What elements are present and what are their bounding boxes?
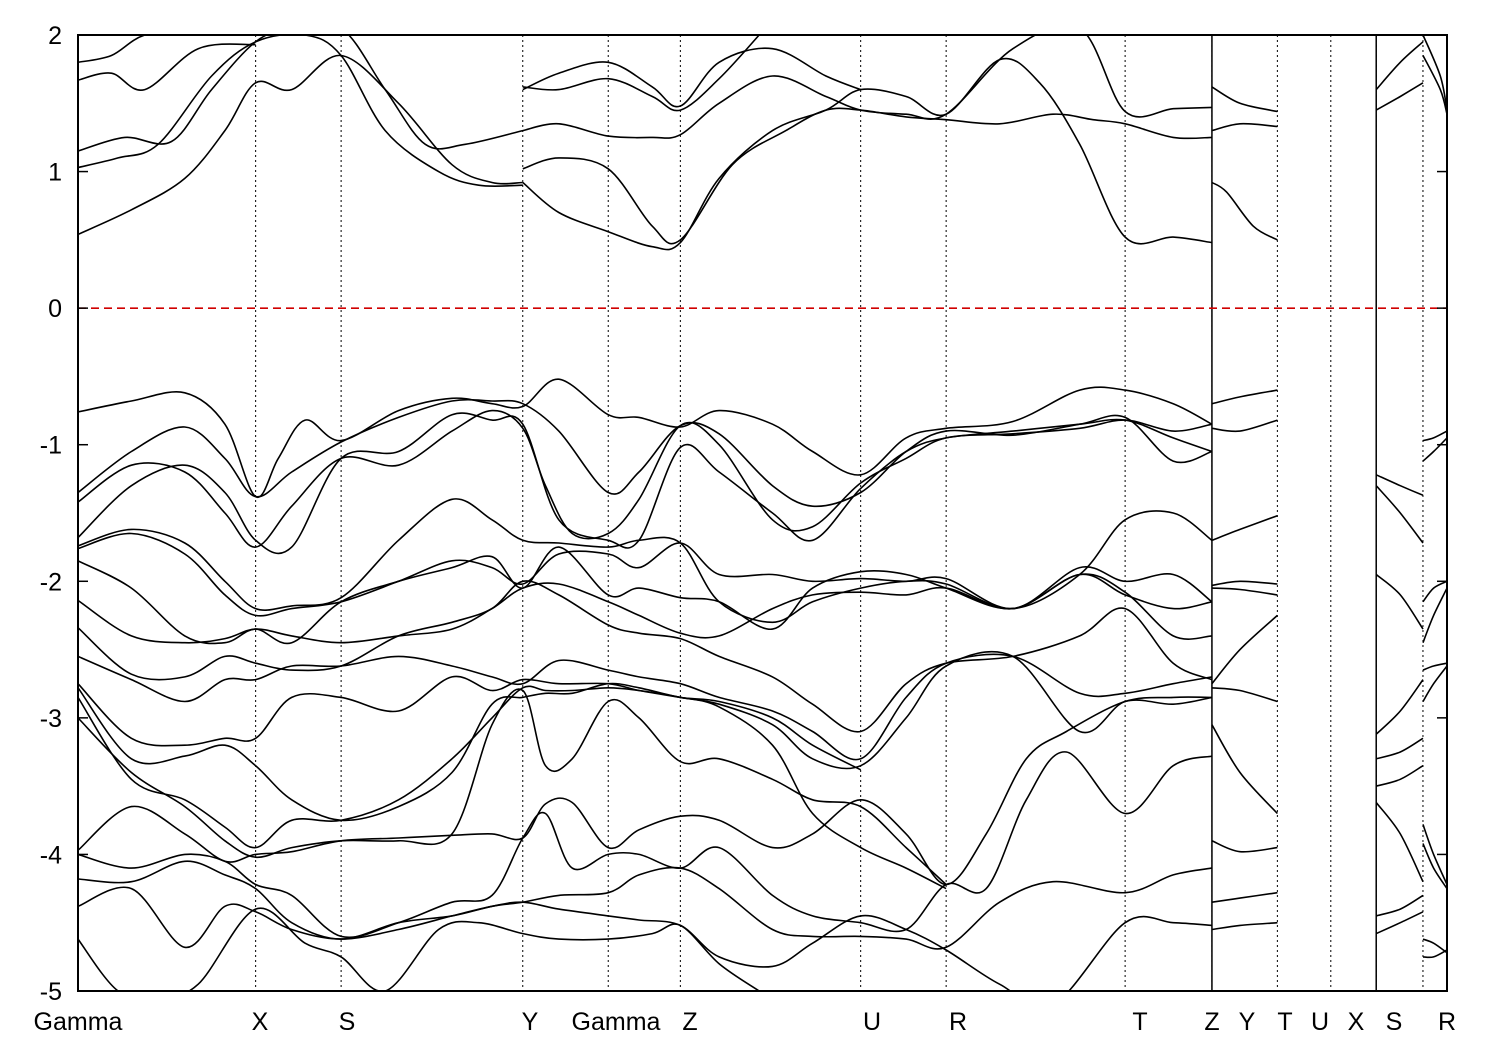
x-kpoint-label: R xyxy=(1438,1008,1456,1036)
x-kpoint-label: Z xyxy=(1204,1008,1219,1036)
band-line xyxy=(1375,911,1424,935)
y-tick-label: 2 xyxy=(48,22,62,50)
band-line xyxy=(78,696,1212,886)
band-line xyxy=(78,398,1213,508)
band-line xyxy=(1211,419,1278,433)
band-line xyxy=(78,907,760,991)
band-line xyxy=(78,409,1213,548)
x-kpoint-label: Y xyxy=(522,1008,539,1036)
band-line xyxy=(78,378,1213,498)
band-line xyxy=(78,35,256,64)
band-line xyxy=(1211,724,1278,815)
x-kpoint-label: T xyxy=(1277,1008,1292,1036)
x-kpoint-label: X xyxy=(1348,1008,1365,1036)
band-line xyxy=(1211,687,1278,703)
band-line xyxy=(522,35,1212,139)
y-tick-label: 0 xyxy=(48,295,62,323)
band-line xyxy=(1422,437,1447,462)
band-line xyxy=(78,751,1213,939)
x-kpoint-label: S xyxy=(339,1008,356,1036)
band-line xyxy=(78,688,947,886)
band-line xyxy=(522,47,861,108)
y-tick-label: -3 xyxy=(40,705,62,733)
band-line xyxy=(522,35,760,112)
band-line xyxy=(78,54,523,236)
band-lines xyxy=(78,35,1447,991)
band-line xyxy=(1211,389,1278,405)
band-line xyxy=(78,412,1213,555)
band-line xyxy=(1375,82,1424,111)
y-tick-label: -5 xyxy=(40,978,62,1006)
band-line xyxy=(1422,662,1447,671)
x-kpoint-label: T xyxy=(1132,1008,1147,1036)
band-line xyxy=(1211,514,1278,542)
band-line xyxy=(1375,802,1424,883)
band-line xyxy=(1375,737,1424,760)
band-line xyxy=(78,685,947,890)
band-line xyxy=(1211,840,1278,853)
x-axis: Gamma X S Y Gamma Z U R T Z Y T U X S R xyxy=(34,1008,1456,1036)
band-line xyxy=(1375,679,1424,735)
band-line xyxy=(522,57,1213,251)
band-line xyxy=(78,498,1213,624)
band-line xyxy=(1422,430,1447,442)
y-axis: 2 1 0 -1 -2 -3 -4 -5 xyxy=(40,22,1447,1006)
band-line xyxy=(1211,181,1278,241)
band-line xyxy=(1422,580,1447,603)
y-tick-label: -4 xyxy=(40,841,62,869)
band-line xyxy=(78,860,1213,950)
band-line xyxy=(1211,921,1278,931)
plot-frame xyxy=(77,34,1448,992)
band-line xyxy=(78,650,1213,770)
band-line xyxy=(1422,665,1447,702)
band-line xyxy=(1422,587,1447,643)
band-line xyxy=(78,886,1212,991)
band-line xyxy=(1211,122,1278,132)
band-line xyxy=(1422,824,1447,885)
band-line xyxy=(1375,573,1424,630)
x-kpoint-label: Y xyxy=(1239,1008,1256,1036)
band-line xyxy=(78,573,1213,644)
band-line xyxy=(1375,894,1424,917)
x-kpoint-label: Z xyxy=(682,1008,697,1036)
band-line xyxy=(1422,949,1447,959)
band-line xyxy=(1375,485,1424,544)
band-line xyxy=(1375,765,1424,787)
band-line xyxy=(1422,843,1447,890)
band-line xyxy=(1211,614,1278,685)
x-kpoint-label: S xyxy=(1386,1008,1403,1036)
x-kpoint-label: R xyxy=(949,1008,967,1036)
band-line xyxy=(1375,41,1424,91)
band-line xyxy=(78,682,862,822)
y-tick-label: -2 xyxy=(40,568,62,596)
band-line xyxy=(1211,86,1278,113)
x-kpoint-label: U xyxy=(863,1008,881,1036)
band-line xyxy=(522,107,1212,245)
x-kpoint-label: U xyxy=(1311,1008,1329,1036)
y-tick-label: -1 xyxy=(40,432,62,460)
band-line xyxy=(1211,587,1278,596)
y-tick-label: 1 xyxy=(48,159,62,187)
band-line xyxy=(1422,35,1447,111)
band-line xyxy=(1422,55,1447,115)
x-kpoint-label: Gamma xyxy=(34,1008,123,1036)
band-line xyxy=(1211,580,1278,587)
band-line xyxy=(1211,891,1278,903)
band-line xyxy=(1422,938,1447,954)
band-line xyxy=(78,35,523,152)
band-line xyxy=(1375,474,1424,496)
x-kpoint-label: Gamma xyxy=(572,1008,661,1036)
x-kpoint-label: X xyxy=(252,1008,269,1036)
band-line xyxy=(78,35,523,188)
kpath-lines xyxy=(255,35,1424,991)
band-line xyxy=(78,43,256,91)
